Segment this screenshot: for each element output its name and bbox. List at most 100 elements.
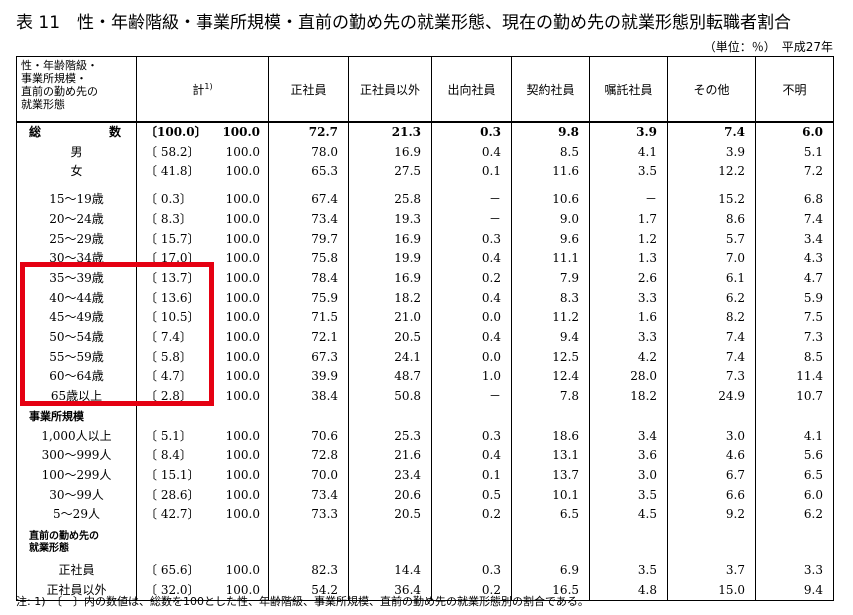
value-cell: 0.2 <box>431 268 513 289</box>
table-body: 総 数〔100.0〕 100.0 72.7 21.3 0.3 9.8 3.9 7.4 6.0 男〔… <box>16 122 835 602</box>
value-cell <box>348 525 433 562</box>
row-label: 1,000人以上 <box>16 426 137 447</box>
total-cell: 100.0 <box>206 347 270 368</box>
value-cell: 18.2 <box>589 387 669 407</box>
total-cell: 100.0 <box>206 209 270 230</box>
value-cell: 7.0 <box>667 249 757 269</box>
col-header: 出向社員 <box>431 56 513 123</box>
total-cell: 100.0 <box>206 446 270 466</box>
total-cell: 100.0 <box>206 367 270 388</box>
value-cell: 4.5 <box>589 505 669 526</box>
value-cell: 12.5 <box>511 347 591 368</box>
value-cell: 3.7 <box>667 561 757 581</box>
value-cell: 25.8 <box>348 190 433 210</box>
table-row: 50～54歳〔 7.4〕 100.0 72.1 20.5 0.4 9.4 3.3 7.4 7.3 <box>16 328 835 348</box>
share-cell: 〔 13.6〕 <box>136 288 207 309</box>
value-cell: 0.3 <box>431 229 513 250</box>
spacer-cell <box>589 182 669 191</box>
value-cell: 20.6 <box>348 485 433 506</box>
share-cell: 〔 10.5〕 <box>136 308 207 329</box>
data-table: 性・年齢階級・ 事業所規模・ 直前の勤め先の 就業形態 計1) 正社員 正社員以外 出… <box>16 56 835 602</box>
value-cell: 0.2 <box>431 505 513 526</box>
value-cell: 6.1 <box>667 268 757 289</box>
table-row: 男〔 58.2〕 100.0 78.0 16.9 0.4 8.5 4.1 3.9 5.1 <box>16 142 835 163</box>
value-cell: 27.5 <box>348 162 433 183</box>
value-cell: 7.4 <box>667 122 757 143</box>
total-cell: 100.0 <box>206 485 270 506</box>
total-cell: 100.0 <box>206 387 270 407</box>
value-cell: 0.3 <box>431 122 513 143</box>
value-cell: 11.6 <box>511 162 591 183</box>
spacer-cell <box>667 182 757 191</box>
value-cell: 21.3 <box>348 122 433 143</box>
value-cell: 9.4 <box>755 580 835 602</box>
value-cell: 6.5 <box>755 465 835 486</box>
value-cell <box>667 525 757 562</box>
value-cell: 73.4 <box>268 485 350 506</box>
total-cell: 100.0 <box>206 561 270 581</box>
table-row: 55～59歳〔 5.8〕 100.0 67.3 24.1 0.0 12.5 4.2 7.4 8.… <box>16 347 835 368</box>
value-cell: 4.6 <box>667 446 757 466</box>
row-label: 正社員以外 <box>16 580 137 602</box>
total-cell: 100.0 <box>206 288 270 309</box>
row-label: 総 数 <box>16 122 137 143</box>
section-row: 事業所規模 <box>16 406 835 427</box>
spacer-cell <box>755 182 835 191</box>
value-cell: 7.2 <box>755 162 835 183</box>
value-cell: 1.7 <box>589 209 669 230</box>
value-cell: 3.0 <box>667 426 757 447</box>
value-cell: 50.8 <box>348 387 433 407</box>
category-header: 性・年齢階級・ 事業所規模・ 直前の勤め先の 就業形態 <box>16 56 137 123</box>
total-header-label: 計 <box>192 82 205 97</box>
table-title: 表 11 性・年齢階級・事業所規模・直前の勤め先の就業形態、現在の勤め先の就業形… <box>16 13 792 33</box>
value-cell <box>589 525 669 562</box>
value-cell: 15.0 <box>667 580 757 602</box>
total-cell <box>206 406 270 427</box>
row-label: 30～99人 <box>16 485 137 506</box>
share-cell: 〔 15.1〕 <box>136 465 207 486</box>
value-cell: 21.6 <box>348 446 433 466</box>
row-label: 35～39歳 <box>16 268 137 289</box>
share-cell: 〔 41.8〕 <box>136 162 207 183</box>
section-label: 直前の勤め先の 就業形態 <box>16 525 137 562</box>
value-cell: 8.3 <box>511 288 591 309</box>
value-cell: 8.5 <box>755 347 835 368</box>
value-cell: 7.8 <box>511 387 591 407</box>
spacer-row <box>16 182 835 191</box>
value-cell <box>268 406 350 427</box>
value-cell: 16.9 <box>348 229 433 250</box>
value-cell: 19.9 <box>348 249 433 269</box>
value-cell: 78.0 <box>268 142 350 163</box>
total-cell: 100.0 <box>206 122 270 143</box>
row-label: 男 <box>16 142 137 163</box>
value-cell: 0.3 <box>431 426 513 447</box>
share-cell: 〔 58.2〕 <box>136 142 207 163</box>
value-cell: 13.7 <box>511 465 591 486</box>
value-cell: 23.4 <box>348 465 433 486</box>
col-header: 正社員 <box>268 56 350 123</box>
value-cell: 0.0 <box>431 308 513 329</box>
spacer-cell <box>348 182 433 191</box>
row-label: 女 <box>16 162 137 183</box>
share-cell: 〔 0.3〕 <box>136 190 207 210</box>
value-cell: － <box>431 387 513 407</box>
value-cell: 72.7 <box>268 122 350 143</box>
value-cell: 6.5 <box>511 505 591 526</box>
value-cell: 20.5 <box>348 328 433 348</box>
table-row: 25～29歳〔 15.7〕 100.0 79.7 16.9 0.3 9.6 1.2 5.7 3.… <box>16 229 835 250</box>
total-cell: 100.0 <box>206 249 270 269</box>
total-cell: 100.0 <box>206 465 270 486</box>
value-cell: 20.5 <box>348 505 433 526</box>
value-cell: 3.5 <box>589 561 669 581</box>
value-cell <box>755 525 835 562</box>
value-cell: 18.2 <box>348 288 433 309</box>
share-cell: 〔 8.4〕 <box>136 446 207 466</box>
value-cell: 24.9 <box>667 387 757 407</box>
value-cell: 39.9 <box>268 367 350 388</box>
value-cell: 4.3 <box>755 249 835 269</box>
value-cell: 25.3 <box>348 426 433 447</box>
value-cell: 7.9 <box>511 268 591 289</box>
share-cell: 〔 65.6〕 <box>136 561 207 581</box>
spacer-cell <box>431 182 513 191</box>
value-cell: 36.4 <box>348 580 433 602</box>
